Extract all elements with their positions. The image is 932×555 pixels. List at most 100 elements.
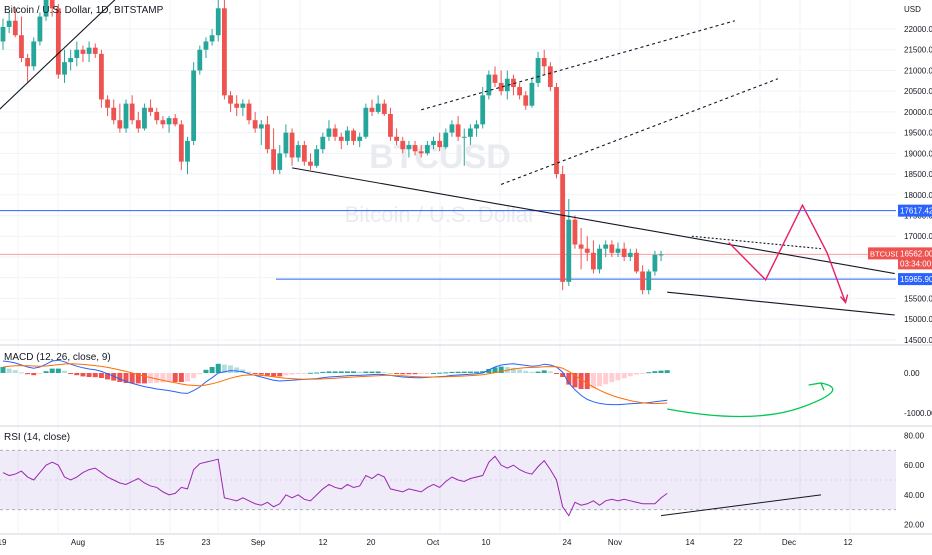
candle-body <box>117 120 122 128</box>
candle-body <box>609 245 614 253</box>
macd-histogram-bar <box>554 373 559 374</box>
wedge-top-dashed <box>692 236 821 248</box>
candle-body <box>1 27 6 42</box>
price-tick-label: 21000.00 <box>904 66 932 75</box>
time-tick-label: 24 <box>563 538 572 547</box>
candle-body <box>204 41 209 49</box>
candle-body <box>493 75 498 83</box>
macd-histogram-bar <box>216 364 221 373</box>
time-tick-label: 23 <box>202 538 211 547</box>
candle-body <box>327 128 332 136</box>
candle-body <box>19 35 24 58</box>
last-price-countdown: 03:34:00 <box>900 259 932 268</box>
candle-body <box>450 124 455 132</box>
macd-histogram-bar <box>290 373 295 375</box>
candle-body <box>382 104 387 114</box>
rsi-label[interactable]: RSI (14, close) <box>4 432 70 443</box>
price-tick-label: 20000.00 <box>904 108 932 117</box>
candle-body <box>179 124 184 161</box>
macd-histogram-bar <box>474 372 479 373</box>
macd-histogram-bar <box>13 370 18 373</box>
macd-histogram-bar <box>50 369 55 373</box>
candle-body <box>646 271 651 290</box>
candle-body <box>640 271 645 290</box>
macd-histogram-bar <box>19 372 24 373</box>
macd-histogram-bar <box>400 373 405 374</box>
macd-label[interactable]: MACD (12, 26, close, 9) <box>4 352 111 363</box>
last-price-value: 16562.00 <box>900 249 932 258</box>
candle-body <box>197 50 202 71</box>
price-tick-label: 19000.00 <box>904 149 932 158</box>
level-price-tag-text: 17617.42 <box>900 207 932 216</box>
macd-histogram-bar <box>210 367 215 373</box>
channel-upper-dashed <box>421 21 735 110</box>
candle-body <box>25 58 30 66</box>
lower-wedge-line <box>667 292 895 315</box>
candle-body <box>228 95 233 103</box>
candle-body <box>573 220 578 245</box>
candle-body <box>210 35 215 41</box>
candle-body <box>277 153 282 170</box>
macd-histogram-bar <box>634 373 639 375</box>
macd-histogram-bar <box>345 371 350 373</box>
time-tick-label: 15 <box>156 538 165 547</box>
rsi-tick-label: 80.00 <box>904 431 925 440</box>
macd-histogram-bar <box>382 372 387 373</box>
candle-body <box>62 62 67 74</box>
candle-body <box>284 133 289 154</box>
price-tick-label: 19500.00 <box>904 129 932 138</box>
candle-body <box>443 133 448 148</box>
candle-body <box>388 114 393 137</box>
candle-body <box>530 83 535 106</box>
macd-histogram-bar <box>616 373 621 380</box>
currency-label: USD <box>904 5 921 14</box>
candle-body <box>81 50 86 54</box>
macd-histogram-bar <box>449 372 454 373</box>
candle-body <box>161 120 166 124</box>
macd-histogram-bar <box>80 373 85 376</box>
price-tick-label: 21500.00 <box>904 46 932 55</box>
macd-tick-label: 0.00 <box>904 369 920 378</box>
candle-body <box>536 58 541 83</box>
candle-body <box>234 104 239 108</box>
price-tick-label: 17000.00 <box>904 232 932 241</box>
time-tick-label: 22 <box>734 538 743 547</box>
candle-body <box>154 112 159 120</box>
macd-histogram-bar <box>25 373 30 374</box>
macd-histogram-bar <box>173 373 178 382</box>
macd-histogram-bar <box>548 371 553 373</box>
candle-body <box>38 17 43 42</box>
candle-body <box>93 48 98 54</box>
candle-body <box>400 141 405 149</box>
candle-body <box>31 41 36 66</box>
candle-body <box>413 145 418 151</box>
price-tick-label: 18500.00 <box>904 170 932 179</box>
candle-body <box>148 108 153 112</box>
candle-body <box>653 255 658 272</box>
macd-histogram-bar <box>253 373 258 374</box>
chart-title[interactable]: Bitcoin / U.S. Dollar, 1D, BITSTAMP <box>4 5 163 16</box>
macd-histogram-bar <box>62 371 67 373</box>
macd-histogram-bar <box>622 373 627 378</box>
candle-body <box>616 249 621 253</box>
time-tick-label: Sep <box>251 538 266 547</box>
level-price-tag-text: 15965.90 <box>900 275 932 284</box>
candle-body <box>548 66 553 87</box>
price-axis: USD22000.0021500.0021000.0020500.0020000… <box>868 5 932 345</box>
candle-body <box>566 220 571 282</box>
candle-body <box>517 87 522 95</box>
candle-body <box>431 141 436 145</box>
candle-body <box>222 8 227 95</box>
candle-body <box>523 95 528 105</box>
candle-body <box>167 118 172 124</box>
macd-histogram-bar <box>314 373 319 374</box>
macd-histogram-bar <box>413 373 418 374</box>
rsi-tick-label: 40.00 <box>904 491 925 500</box>
macd-histogram-bar <box>179 373 184 382</box>
candle-body <box>363 108 368 137</box>
candle-body <box>265 124 270 149</box>
macd-tick-label: -1000.00 <box>904 409 932 418</box>
macd-histogram-bar <box>640 373 645 374</box>
channel-lower-dashed <box>501 79 778 185</box>
